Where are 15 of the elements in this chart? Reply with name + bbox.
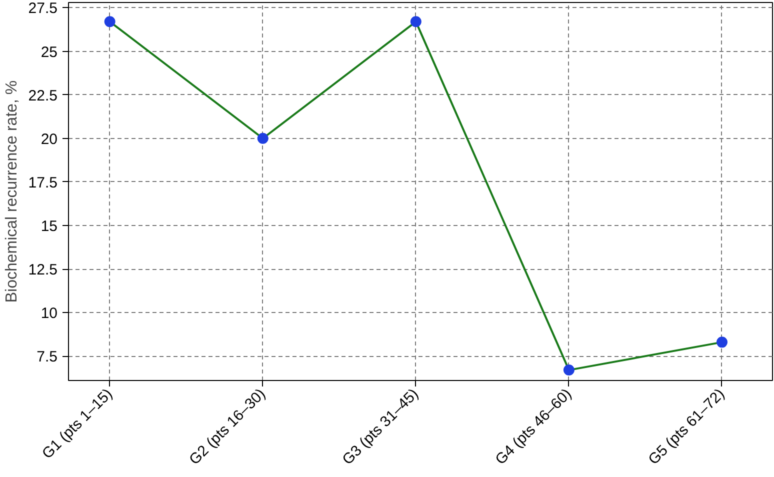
- y-tick-label: 17.5: [28, 174, 58, 192]
- point: [104, 16, 116, 28]
- y-axis-title: Biochemical recurrence rate, %: [3, 80, 20, 303]
- y-tick-label: 20: [40, 130, 58, 148]
- y-tick-label: 12.5: [28, 262, 58, 279]
- y-tick-label: 22.5: [28, 87, 58, 104]
- y-tick-label: 27.5: [28, 0, 58, 18]
- y-tick-label: 15: [40, 218, 58, 235]
- point: [257, 132, 268, 144]
- y-tick-label: 10: [40, 305, 58, 322]
- point: [563, 364, 574, 376]
- point: [716, 336, 728, 348]
- y-tick-label: 25: [40, 44, 58, 61]
- y-tick-label: 7.5: [36, 348, 58, 366]
- point: [410, 16, 422, 28]
